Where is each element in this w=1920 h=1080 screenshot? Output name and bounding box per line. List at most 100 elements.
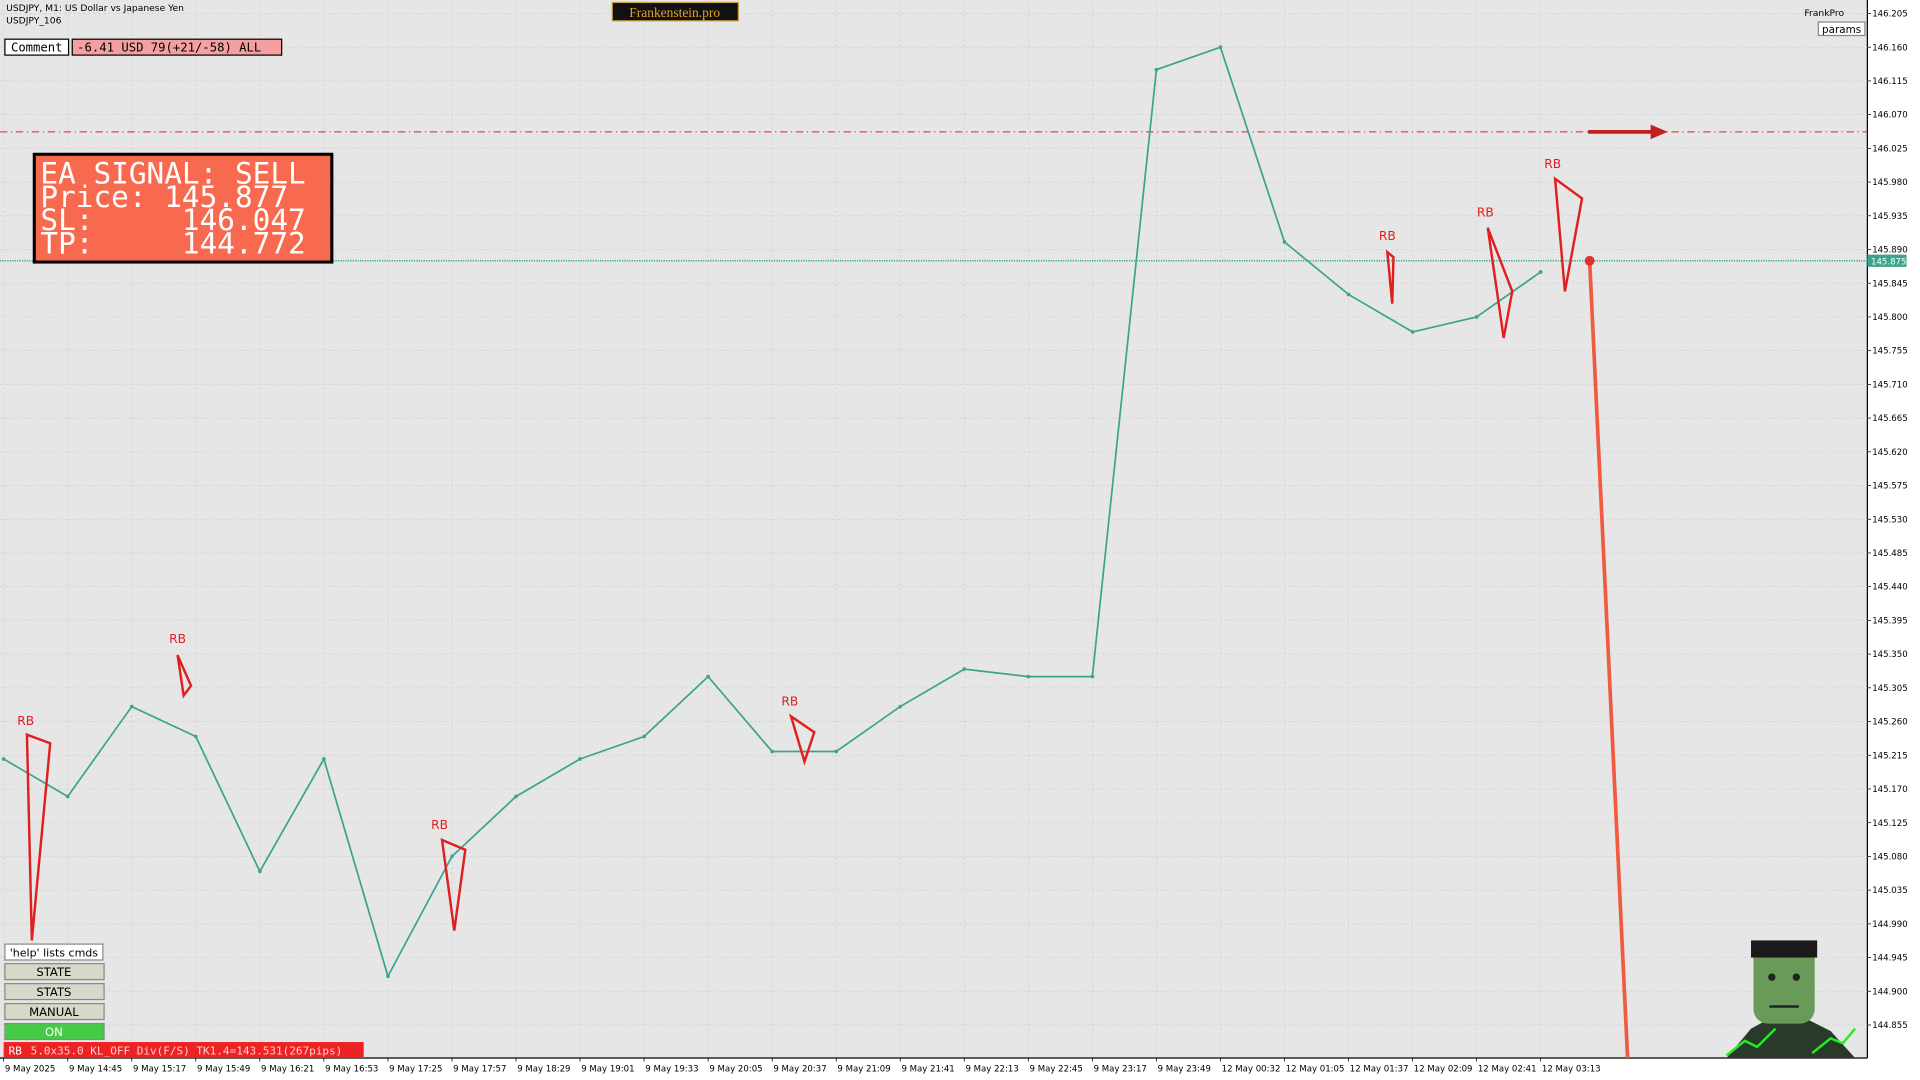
x-tick-label: 9 May 19:33 bbox=[645, 1064, 698, 1074]
help-box bbox=[4, 943, 104, 961]
rb-pattern bbox=[1553, 176, 1584, 292]
price-point bbox=[386, 974, 390, 979]
y-tick-label: 146.070 bbox=[1872, 111, 1907, 121]
params-button[interactable] bbox=[1817, 21, 1866, 37]
price-point bbox=[65, 794, 70, 799]
price-point bbox=[1154, 67, 1159, 72]
y-tick-label: 145.665 bbox=[1872, 414, 1907, 424]
x-tick-label: 9 May 16:53 bbox=[325, 1064, 378, 1074]
price-point bbox=[642, 734, 646, 739]
price-point bbox=[706, 674, 710, 679]
params-label: params bbox=[1822, 24, 1861, 36]
y-tick-label: 145.215 bbox=[1872, 751, 1907, 761]
y-tick-label: 145.890 bbox=[1872, 246, 1907, 256]
comment-box bbox=[71, 38, 283, 56]
signal-line: TP: 144.772 bbox=[40, 226, 305, 260]
x-tick-label: 9 May 18:29 bbox=[517, 1064, 570, 1074]
x-tick-label: 9 May 23:49 bbox=[1158, 1064, 1211, 1074]
y-tick-label: 145.260 bbox=[1872, 718, 1907, 728]
tp-projection bbox=[1587, 260, 1630, 1059]
rb-label: RB bbox=[169, 632, 186, 646]
brand-box bbox=[611, 1, 739, 22]
control-button[interactable] bbox=[4, 1022, 105, 1041]
price-point bbox=[1218, 45, 1223, 50]
y-tick-label: 144.855 bbox=[1872, 1021, 1907, 1031]
x-tick-label: 9 May 14:45 bbox=[69, 1064, 122, 1074]
status-text: 5.0x35.0 KL_OFF Div(F/S) TK1.4=143.531(2… bbox=[31, 1044, 343, 1057]
x-tick-label: 9 May 20:37 bbox=[773, 1064, 826, 1074]
x-tick-label: 12 May 02:41 bbox=[1478, 1064, 1537, 1074]
control-button[interactable] bbox=[4, 963, 105, 981]
comment-text: -6.41 USD 79(+21/-58) ALL bbox=[77, 40, 261, 54]
rb-label: RB bbox=[431, 818, 448, 832]
price-point bbox=[514, 794, 518, 799]
x-tick-label: 12 May 01:37 bbox=[1350, 1064, 1409, 1074]
y-tick-label: 145.125 bbox=[1872, 819, 1907, 829]
x-tick-label: 9 May 23:17 bbox=[1094, 1064, 1147, 1074]
chart-title: USDJPY, M1: US Dollar vs Japanese Yen bbox=[6, 3, 184, 14]
x-tick-label: 9 May 22:13 bbox=[966, 1064, 1019, 1074]
status-tag: RB bbox=[9, 1044, 23, 1057]
entry-marker bbox=[1584, 255, 1595, 266]
x-tick-label: 9 May 15:17 bbox=[133, 1064, 186, 1074]
price-point bbox=[258, 869, 262, 874]
y-tick-label: 146.115 bbox=[1872, 77, 1907, 87]
y-tick-label: 145.035 bbox=[1872, 886, 1907, 896]
signal-line: SL: 146.047 bbox=[40, 203, 305, 237]
y-tick-label: 145.575 bbox=[1872, 482, 1907, 492]
x-tick-label: 9 May 2025 bbox=[5, 1064, 55, 1074]
control-button[interactable] bbox=[4, 983, 105, 1001]
y-tick-label: 145.800 bbox=[1872, 313, 1907, 323]
price-tag-label: 145.875 bbox=[1871, 257, 1906, 267]
price-point bbox=[1538, 270, 1543, 274]
sl-arrowhead bbox=[1650, 124, 1668, 140]
y-tick-label: 145.935 bbox=[1872, 212, 1907, 222]
signal-line: Price: 145.877 bbox=[40, 180, 288, 214]
x-tick-label: 9 May 17:57 bbox=[453, 1064, 506, 1074]
mascot-eye bbox=[1792, 973, 1800, 981]
control-button-label: ON bbox=[45, 1025, 63, 1039]
comment-label-box bbox=[4, 38, 70, 56]
mascot-face bbox=[1753, 942, 1815, 1024]
signal-line: EA SIGNAL: SELL bbox=[40, 157, 305, 191]
y-tick-label: 145.395 bbox=[1872, 616, 1907, 626]
rb-label: RB bbox=[17, 714, 34, 728]
price-point bbox=[1026, 674, 1031, 679]
y-tick-label: 144.945 bbox=[1872, 954, 1907, 964]
mascot bbox=[1725, 940, 1857, 1058]
y-tick-label: 145.845 bbox=[1872, 279, 1907, 289]
y-tick-label: 145.485 bbox=[1872, 549, 1907, 559]
x-tick-label: 9 May 21:09 bbox=[837, 1064, 890, 1074]
x-tick-label: 9 May 15:49 bbox=[197, 1064, 250, 1074]
signal-box bbox=[32, 152, 334, 264]
price-point bbox=[898, 704, 903, 709]
control-button[interactable] bbox=[4, 1002, 105, 1021]
rb-pattern bbox=[440, 838, 467, 931]
rb-pattern bbox=[1385, 249, 1395, 304]
rb-label: RB bbox=[1477, 206, 1494, 220]
status-bar bbox=[3, 1042, 364, 1058]
mascot-chart bbox=[1811, 1027, 1857, 1055]
rb-label: RB bbox=[1379, 229, 1396, 243]
rb-label: RB bbox=[781, 694, 798, 708]
y-tick-label: 144.990 bbox=[1872, 920, 1907, 930]
price-point bbox=[1346, 292, 1351, 297]
y-tick-label: 145.710 bbox=[1872, 380, 1907, 390]
y-tick-label: 145.080 bbox=[1872, 852, 1907, 862]
x-tick-label: 9 May 16:21 bbox=[261, 1064, 314, 1074]
y-tick-label: 145.620 bbox=[1872, 448, 1907, 458]
y-tick-label: 144.900 bbox=[1872, 987, 1907, 997]
x-tick-label: 12 May 02:09 bbox=[1414, 1064, 1473, 1074]
control-button-label: STATS bbox=[36, 985, 71, 999]
price-point bbox=[578, 757, 582, 761]
mascot-chart bbox=[1725, 1027, 1777, 1057]
x-tick-label: 12 May 01:05 bbox=[1286, 1064, 1345, 1074]
price-point bbox=[450, 854, 454, 859]
price-point bbox=[1474, 315, 1479, 319]
mascot-eye bbox=[1768, 973, 1776, 981]
y-tick-label: 146.025 bbox=[1872, 144, 1907, 154]
price-tag bbox=[1867, 254, 1907, 267]
brand: Frankenstein.pro bbox=[629, 5, 720, 20]
rb-pattern bbox=[176, 654, 193, 699]
